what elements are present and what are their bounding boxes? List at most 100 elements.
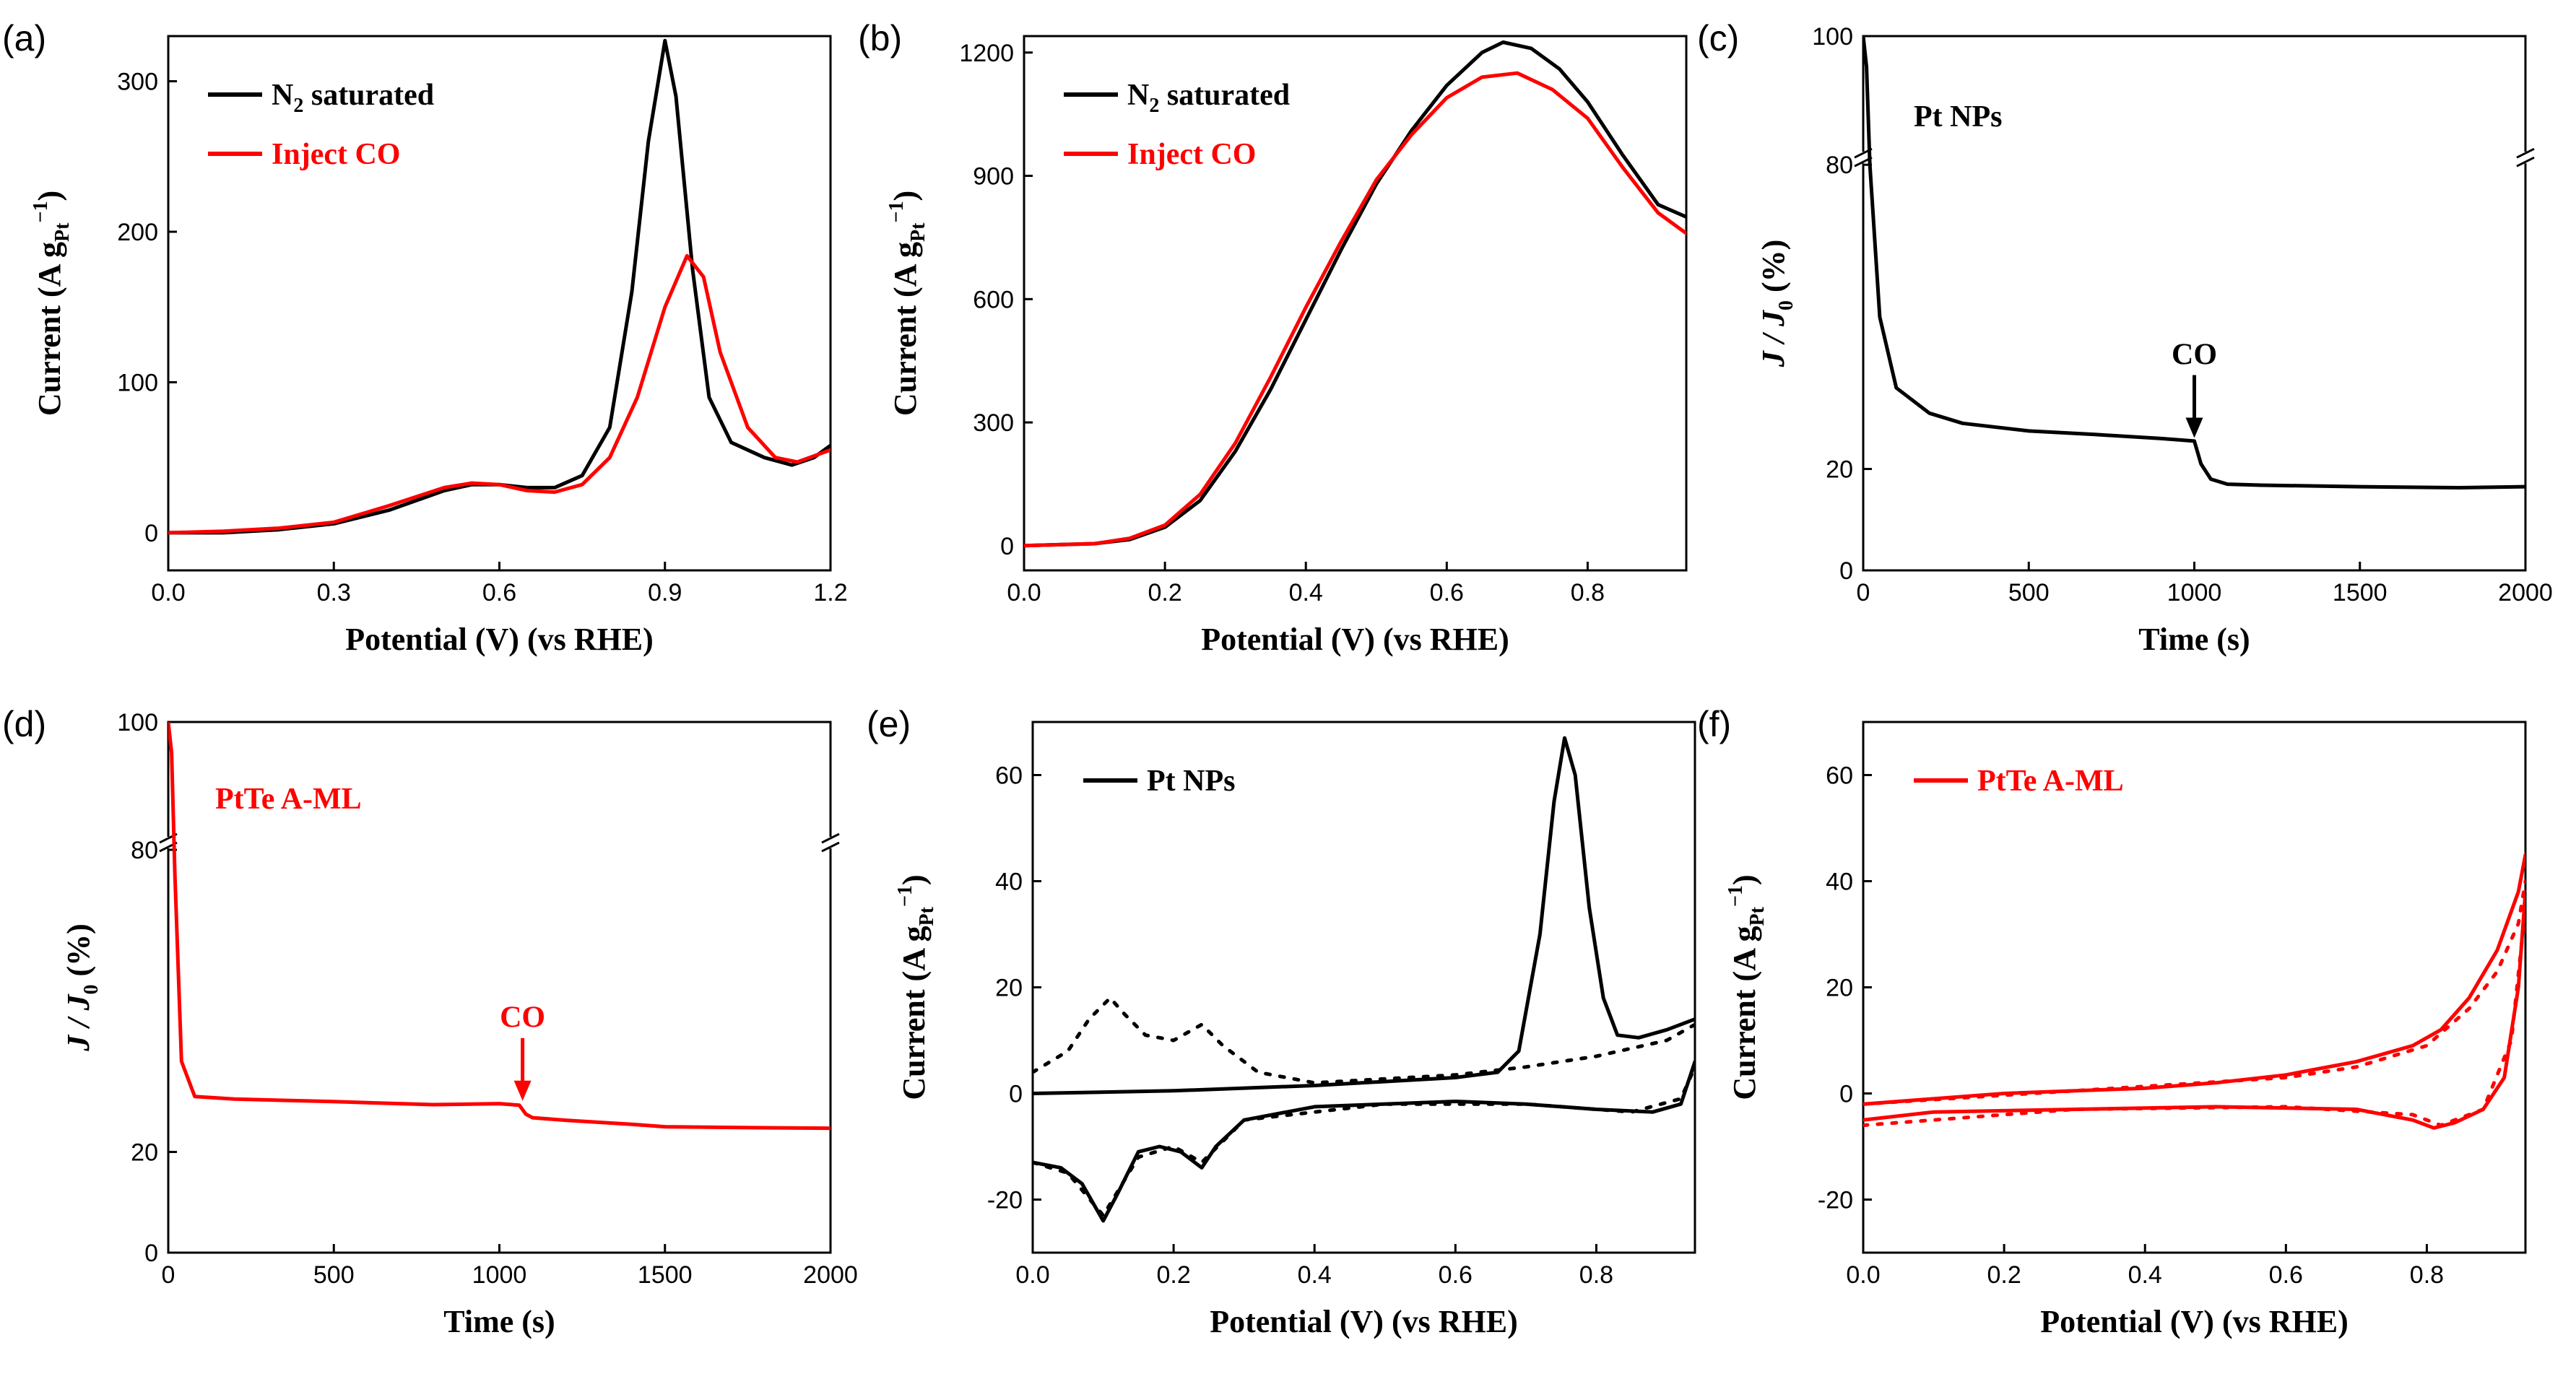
y-tick-label: 60 xyxy=(1826,762,1853,790)
y-axis-label: Current (A gPt−1) xyxy=(894,874,938,1100)
y-label-sub: Pt xyxy=(1746,906,1769,926)
series-line-e-0 xyxy=(1033,736,1695,1095)
x-tick-label: 500 xyxy=(2008,579,2050,606)
y-tick-label: 40 xyxy=(995,869,1023,896)
axis-break-mark xyxy=(2516,147,2535,159)
y-axis-label: J / J0 (%) xyxy=(61,923,103,1052)
y-label-sup: −1 xyxy=(885,201,908,223)
y-tick-label: 100 xyxy=(117,709,158,736)
series-line-a-0 xyxy=(168,38,831,535)
y-tick-label: 20 xyxy=(1826,975,1853,1002)
x-tick-label: 0.3 xyxy=(317,579,351,606)
y-tick-label: 0 xyxy=(144,1240,158,1267)
arrow-label: CO xyxy=(500,1001,545,1035)
x-tick-label: 0 xyxy=(1857,579,1870,606)
x-tick-label: 0.8 xyxy=(2410,1261,2444,1289)
y-tick-label: 0 xyxy=(1009,1081,1023,1108)
y-tick-label: 40 xyxy=(1826,869,1853,896)
legend-label-main: Inject CO xyxy=(1127,138,1256,171)
x-tick-label: 0.4 xyxy=(2128,1261,2162,1289)
panel-label: (b) xyxy=(858,18,902,58)
legend-label: Pt NPs xyxy=(1147,765,1235,798)
x-tick-label: 0.4 xyxy=(1298,1261,1332,1289)
panel-label: (a) xyxy=(2,18,46,58)
y-tick-label: 0 xyxy=(1839,1081,1853,1108)
y-tick-label: 600 xyxy=(973,286,1014,313)
series-line-d-0 xyxy=(168,722,831,1131)
panel-e: 0.0 0.2 0.4 0.6 0.8 -20 0 20 40 60 Potential (V) (… xyxy=(867,704,1696,1339)
axis-break-mark xyxy=(821,841,840,853)
y-axis-label: Current (A gPt−1) xyxy=(885,191,929,416)
y-label-close: ) xyxy=(896,874,932,885)
y-tick-label: 20 xyxy=(131,1139,158,1167)
panel-label: (e) xyxy=(867,704,911,744)
x-tick-label: 0.0 xyxy=(1007,579,1041,606)
x-tick-label: 1000 xyxy=(472,1261,527,1289)
x-tick-label: 0.2 xyxy=(1987,1261,2021,1289)
x-tick-label: 2000 xyxy=(2498,579,2553,606)
y-label-main: J / J xyxy=(61,993,96,1052)
legend-label-rest: saturated xyxy=(303,79,434,112)
y-label-close: ) xyxy=(1727,874,1762,885)
x-axis-label: Potential (V) (vs RHE) xyxy=(1210,1304,1518,1339)
y-tick-label: 200 xyxy=(117,219,158,246)
y-tick-label: 300 xyxy=(117,69,158,96)
series-line-f-3 xyxy=(1863,905,2525,1128)
series-line-f-0 xyxy=(1863,853,2525,1106)
x-tick-label: 0.4 xyxy=(1289,579,1323,606)
x-tick-label: 0.6 xyxy=(1439,1261,1473,1289)
x-tick-label: 0.0 xyxy=(151,579,185,606)
x-tick-label: 1500 xyxy=(638,1261,693,1289)
x-tick-label: 0.0 xyxy=(1015,1261,1049,1289)
arrow-label: CO xyxy=(2172,338,2217,371)
arrow-head xyxy=(2185,417,2203,438)
y-tick-label: 0 xyxy=(1000,533,1014,560)
legend-label: Inject CO xyxy=(272,138,400,171)
x-tick-label: 0.8 xyxy=(1571,579,1605,606)
series-line-a-1 xyxy=(168,253,831,535)
series-line-e-2 xyxy=(1033,996,1695,1085)
legend-label-rest: saturated xyxy=(1159,79,1290,112)
y-label-sub: Pt xyxy=(916,906,938,926)
y-tick-label: 900 xyxy=(973,163,1014,191)
y-tick-label: 60 xyxy=(995,762,1023,790)
panel-b: 0.0 0.2 0.4 0.6 0.8 0 300 600 900 1200 Potential (… xyxy=(858,18,1688,657)
y-tick-label: 100 xyxy=(117,369,158,396)
y-label-sup: −1 xyxy=(30,201,52,223)
legend-label-main: N xyxy=(1127,79,1149,112)
y-label-main: J / J xyxy=(1756,309,1791,367)
panel-a: 0.0 0.3 0.6 0.9 1.2 0 100 200 300 Potential (V) (… xyxy=(2,18,848,657)
legend-label-sub: 2 xyxy=(1149,95,1159,117)
y-axis-label: Current (A gPt−1) xyxy=(1725,874,1769,1100)
legend-label-main: Pt NPs xyxy=(1147,765,1235,798)
series-line-e-1 xyxy=(1033,1059,1695,1223)
y-tick-label: 20 xyxy=(1826,456,1853,484)
panel-f: 0.0 0.2 0.4 0.6 0.8 -20 0 20 40 60 Potential (V) (… xyxy=(1697,704,2527,1339)
plot-frame xyxy=(1031,721,1696,1254)
y-tick-label: 0 xyxy=(1839,557,1853,585)
x-tick-label: 0.0 xyxy=(1846,1261,1880,1289)
panel-label: (c) xyxy=(1697,18,1739,58)
y-tick-label: 1200 xyxy=(959,40,1014,67)
x-tick-label: 0.2 xyxy=(1156,1261,1190,1289)
legend-label-sub: 2 xyxy=(293,95,303,117)
axis-break-mark xyxy=(821,832,840,844)
x-tick-label: 0.9 xyxy=(648,579,682,606)
y-label-sup: −1 xyxy=(894,885,916,907)
annotation-title: Pt NPs xyxy=(1914,100,2002,134)
x-tick-label: 1.2 xyxy=(813,579,847,606)
y-tick-label: 100 xyxy=(1812,23,1853,51)
legend-label: PtTe A-ML xyxy=(1977,765,2124,798)
x-tick-label: 2000 xyxy=(803,1261,858,1289)
y-label-close: ) xyxy=(888,191,923,201)
y-label-main: Current (A g xyxy=(896,926,932,1100)
x-tick-label: 0.6 xyxy=(1430,579,1464,606)
panel-label: (f) xyxy=(1697,704,1731,744)
x-tick-label: 0.2 xyxy=(1148,579,1181,606)
x-tick-label: 0.8 xyxy=(1579,1261,1613,1289)
x-tick-label: 0 xyxy=(162,1261,175,1289)
y-axis-label: J / J0 (%) xyxy=(1756,240,1797,368)
